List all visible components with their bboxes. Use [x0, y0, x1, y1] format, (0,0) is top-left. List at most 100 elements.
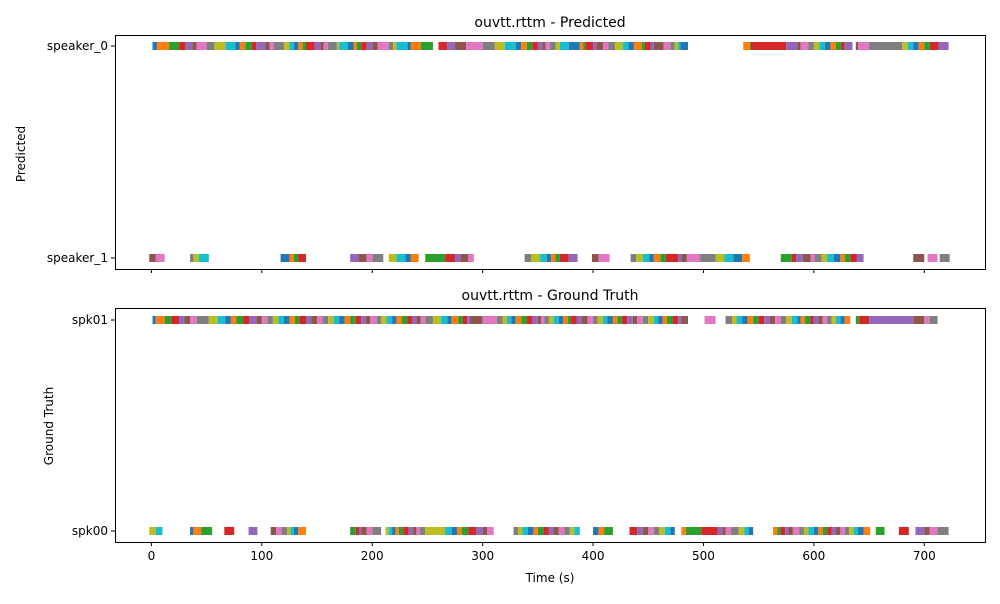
ground-truth-segment-spk01	[515, 316, 522, 324]
predicted-segment-speaker_0	[353, 42, 357, 50]
ground-truth-segment-spk01	[339, 316, 345, 324]
predicted-segment-speaker_0	[152, 42, 157, 50]
ground-truth-segment-spk01	[632, 316, 638, 324]
ground-truth-segment-spk01	[597, 316, 603, 324]
predicted-segment-speaker_0	[482, 42, 495, 50]
ground-truth-segment-spk00	[858, 527, 864, 535]
ground-truth-segment-spk00	[670, 527, 675, 535]
ground-truth-segment-spk01	[667, 316, 673, 324]
ground-truth-segment-spk01	[328, 316, 334, 324]
ground-truth-segment-spk00	[201, 527, 213, 535]
predicted-segment-speaker_0	[293, 42, 299, 50]
ground-truth-segment-spk00	[413, 527, 417, 535]
ground-truth-segment-spk01	[732, 316, 737, 324]
ground-truth-segment-spk00	[361, 527, 367, 535]
predicted-segment-speaker_0	[608, 42, 616, 50]
ground-truth-segment-spk01	[306, 316, 312, 324]
ground-truth-segment-spk01	[642, 316, 649, 324]
ground-truth-segment-spk00	[593, 527, 599, 535]
predicted-yticks: speaker_0 speaker_1	[47, 39, 115, 265]
predicted-segment-speaker_0	[800, 42, 809, 50]
ground-truth-segment-spk01	[791, 316, 798, 324]
predicted-segment-speaker_1	[649, 254, 654, 262]
ground-truth-segment-spk01	[797, 316, 801, 324]
ground-truth-xticks: 0 100 200 300 400 500 600 700	[148, 542, 936, 563]
ground-truth-segment-spk01	[769, 316, 776, 324]
predicted-segment-speaker_1	[939, 254, 950, 262]
ground-truth-segment-spk01	[681, 316, 688, 324]
ground-truth-segment-spk01	[621, 316, 628, 324]
predicted-ytick-label-speaker_0: speaker_0	[47, 39, 108, 53]
ground-truth-segment-spk01	[278, 316, 284, 324]
predicted-segment-speaker_1	[802, 254, 811, 262]
ground-truth-segment-spk01	[924, 316, 930, 324]
ground-truth-segment-spk00	[827, 527, 832, 535]
predicted-segment-speaker_0	[924, 42, 930, 50]
ground-truth-segment-spk01	[299, 316, 306, 324]
ground-truth-segment-spk00	[803, 527, 809, 535]
ground-truth-segment-spk01	[467, 316, 471, 324]
predicted-segment-speaker_1	[681, 254, 687, 262]
predicted-segment-speaker_1	[405, 254, 411, 262]
predicted-plot-frame	[115, 35, 986, 270]
predicted-segment-speaker_0	[674, 42, 679, 50]
ground-truth-segment-spk00	[190, 527, 194, 535]
ground-truth-segment-spk00	[359, 527, 362, 535]
ground-truth-segment-spk00	[840, 527, 845, 535]
ground-truth-xtick-label: 300	[471, 549, 494, 563]
ground-truth-xtick-label: 400	[582, 549, 605, 563]
ground-truth-segment-spk00	[408, 527, 414, 535]
ground-truth-segment-spk00	[685, 527, 702, 535]
ground-truth-segment-spk01	[913, 316, 925, 324]
predicted-segment-speaker_1	[715, 254, 725, 262]
ground-truth-segment-spk00	[748, 527, 754, 535]
predicted-segment-speaker_0	[596, 42, 603, 50]
ground-truth-segment-spk01	[541, 316, 545, 324]
ground-truth-segment-spk01	[587, 316, 594, 324]
ground-truth-segment-spk00	[522, 527, 528, 535]
ground-truth-segment-spk00	[915, 527, 925, 535]
predicted-segment-speaker_0	[542, 42, 546, 50]
predicted-segment-speaker_1	[551, 254, 556, 262]
ground-truth-segment-spk00	[717, 527, 723, 535]
ground-truth-segment-spk00	[853, 527, 859, 535]
predicted-segment-speaker_0	[356, 42, 362, 50]
predicted-segment-speaker_0	[835, 42, 842, 50]
predicted-segment-speaker_0	[913, 42, 919, 50]
ground-truth-segment-spk00	[553, 527, 559, 535]
ground-truth-title: ouvtt.rttm - Ground Truth	[462, 288, 639, 304]
predicted-segment-speaker_1	[298, 254, 306, 262]
predicted-segment-speaker_1	[844, 254, 851, 262]
ground-truth-segment-spk01	[758, 316, 765, 324]
ground-truth-segment-spk01	[544, 316, 549, 324]
predicted-segment-speaker_0	[265, 42, 270, 50]
ground-truth-segment-spk00	[290, 527, 294, 535]
ground-truth-segment-spk01	[567, 316, 571, 324]
predicted-segment-speaker_1	[833, 254, 841, 262]
ground-truth-segment-spk00	[482, 527, 488, 535]
predicted-segment-speaker_0	[750, 42, 787, 50]
ground-truth-segment-spk00	[637, 527, 643, 535]
predicted-segment-speaker_1	[598, 254, 610, 262]
predicted-segment-speaker_0	[641, 42, 645, 50]
ground-truth-segment-spk01	[805, 316, 811, 324]
predicted-segment-speaker_0	[593, 42, 597, 50]
predicted-segment-speaker_0	[196, 42, 207, 50]
ground-truth-segment-spk01	[563, 316, 568, 324]
ground-truth-segment-spk00	[722, 527, 726, 535]
ground-truth-segment-spk01	[196, 316, 209, 324]
ground-truth-segment-spk01	[800, 316, 806, 324]
predicted-segment-speaker_0	[653, 42, 664, 50]
ground-truth-segment-spk01	[256, 316, 262, 324]
ground-truth-segment-spk01	[593, 316, 598, 324]
predicted-segment-speaker_1	[350, 254, 359, 262]
ground-truth-segment-spk01	[558, 316, 564, 324]
predicted-segment-speaker_1	[742, 254, 750, 262]
ground-truth-segment-spk00	[224, 527, 235, 535]
predicted-segment-speaker_1	[927, 254, 938, 262]
predicted-segment-speaker_1	[388, 254, 397, 262]
predicted-ytick-label-speaker_1: speaker_1	[47, 251, 108, 265]
predicted-segment-speaker_0	[550, 42, 556, 50]
predicted-segment-speaker_0	[515, 42, 522, 50]
